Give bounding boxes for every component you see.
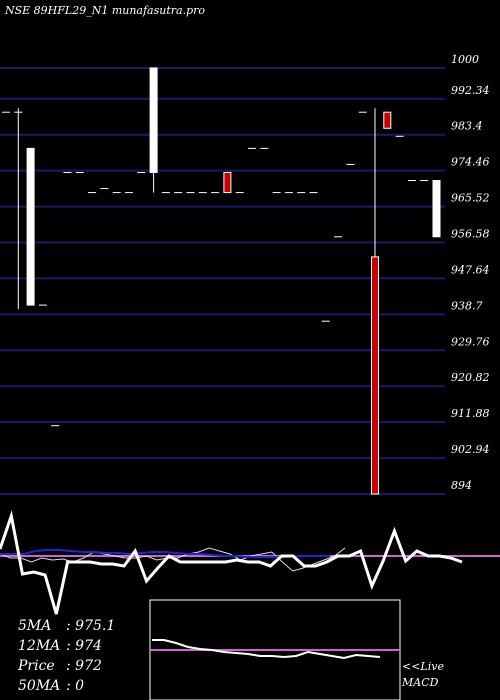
macd-title-label: MACD [401, 676, 439, 689]
price-axis-labels: 1000 992.34 983.4 974.46 965.52 956.58 947.64 9… [451, 53, 490, 492]
candle [26, 147, 35, 306]
y-tick-label: 929.76 [451, 335, 490, 348]
stat-value: : 974 [66, 638, 102, 654]
price-line [0, 510, 463, 615]
y-tick-label: 902.94 [451, 443, 490, 456]
candle-body-bullish [432, 180, 441, 238]
y-tick-label: 938.7 [451, 299, 483, 312]
candle-body-bearish [223, 171, 232, 194]
y-tick-label: 920.82 [451, 371, 490, 384]
candle [371, 108, 379, 495]
y-tick-label: 894 [451, 479, 472, 492]
candle [223, 171, 232, 194]
stats-block: 5MA : 975.1 12MA : 974 Price : 972 50MA : 0 [17, 618, 115, 694]
moving-average-panel [0, 510, 500, 615]
macd-signal-line [152, 639, 381, 660]
stat-label: 5MA [18, 618, 51, 634]
y-tick-label: 956.58 [451, 227, 490, 240]
stat-value: : 0 [66, 678, 84, 694]
candle [432, 180, 441, 238]
candle-body-bullish [26, 147, 35, 306]
candle-body-bearish [383, 111, 392, 129]
y-tick-label: 1000 [451, 53, 479, 66]
price-grid [0, 67, 445, 495]
stat-label: 50MA [18, 678, 60, 694]
candle [14, 108, 23, 310]
candle-body-bullish [149, 67, 158, 173]
y-tick-label: 947.64 [451, 263, 490, 276]
stat-value: : 972 [66, 658, 102, 674]
candle [149, 67, 158, 193]
stat-label: Price [17, 658, 55, 674]
stat-label: 12MA [18, 638, 60, 654]
macd-live-label: <<Live [402, 660, 444, 673]
ma-line [0, 549, 330, 558]
candle [383, 111, 392, 129]
macd-panel [149, 599, 401, 700]
y-tick-label: 983.4 [451, 120, 483, 133]
candlestick-series [2, 67, 441, 495]
y-tick-label: 974.46 [451, 156, 490, 169]
y-tick-label: 965.52 [451, 192, 490, 205]
chart-title: NSE 89HFL29_N1 munafasutra.pro [4, 4, 205, 17]
y-tick-label: 911.88 [451, 407, 490, 420]
y-tick-label: 992.34 [451, 84, 490, 97]
candle-body-bearish [371, 256, 379, 495]
stat-value: : 975.1 [66, 618, 115, 634]
